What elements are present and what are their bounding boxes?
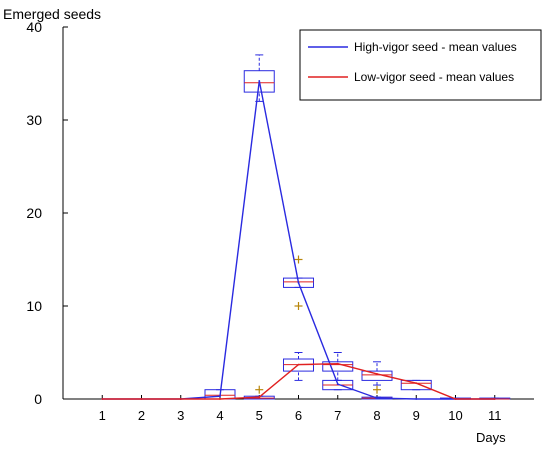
y-tick-label: 0: [34, 391, 42, 407]
series-point: [219, 395, 221, 398]
series-point: [493, 398, 496, 400]
series-point: [101, 398, 104, 400]
series-point: [415, 398, 418, 400]
series-line-high-vigor: [102, 80, 495, 400]
x-tick-label: 6: [295, 408, 302, 423]
x-axis-label: Days: [476, 430, 506, 445]
x-tick-label: 5: [256, 408, 263, 423]
series-line-low-vigor: [102, 362, 495, 400]
x-tick-label: 9: [413, 408, 420, 423]
boxplot-box: [283, 277, 314, 288]
series-point: [376, 397, 378, 399]
boxplot-box: [322, 361, 354, 372]
x-tick-label: 2: [138, 408, 145, 423]
plot-area: 0 10 20 30 40 1 2 3 4 5 6 7 8 9 10 11: [26, 19, 534, 423]
x-tick-label: 1: [99, 408, 106, 423]
legend-label-high-vigor: High-vigor seed - mean values: [354, 40, 517, 54]
series-point: [258, 80, 261, 82]
legend: High-vigor seed - mean values Low-vigor …: [299, 29, 542, 101]
x-tick-label: 8: [373, 408, 380, 423]
y-tick-label: 40: [26, 19, 42, 35]
legend-label-low-vigor: Low-vigor seed - mean values: [354, 70, 514, 84]
series-point: [258, 396, 261, 399]
series-point: [297, 363, 300, 366]
boxplot-box: [243, 70, 275, 93]
series-point: [376, 372, 378, 375]
series-point: [336, 383, 339, 386]
series-point: [336, 362, 339, 365]
series-point: [140, 398, 143, 400]
y-tick-label: 20: [26, 205, 42, 221]
series-point: [219, 398, 221, 400]
series-point: [179, 398, 182, 400]
series-point: [297, 281, 300, 284]
x-tick-label: 4: [216, 408, 223, 423]
boxplot-box: [400, 379, 432, 391]
x-tick-label: 7: [334, 408, 341, 423]
series-point: [415, 382, 418, 385]
series-point: [454, 398, 457, 400]
x-tick-label: 11: [488, 408, 502, 423]
x-tick-label: 10: [448, 408, 462, 423]
y-tick-label: 10: [26, 298, 42, 314]
boxplot-box: [361, 370, 393, 381]
legend-box: [299, 29, 542, 101]
y-axis-label: Emerged seeds: [3, 6, 101, 22]
y-tick-label: 30: [26, 112, 42, 128]
x-tick-label: 3: [177, 408, 184, 423]
